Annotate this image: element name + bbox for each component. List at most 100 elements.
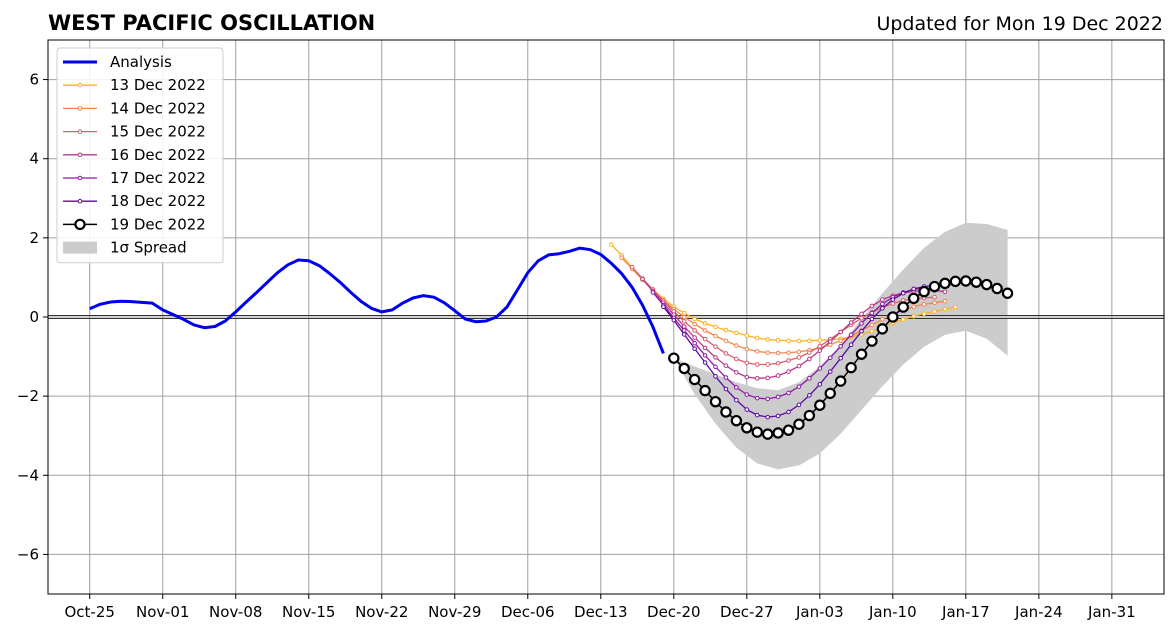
series-point (709, 395, 722, 408)
series-point (869, 322, 875, 328)
series-point (668, 352, 680, 364)
series-point (692, 321, 697, 327)
series-point (723, 375, 729, 380)
series-point (723, 338, 729, 344)
series-point (765, 414, 770, 420)
series-point (765, 362, 770, 367)
series-line (610, 244, 956, 342)
series-point (765, 396, 770, 402)
series-point (939, 277, 951, 290)
series-point (765, 337, 770, 342)
series-point (807, 350, 812, 355)
legend-series-label: 17 Dec 2022 (110, 169, 206, 187)
series-point (796, 338, 802, 344)
series-point (807, 393, 812, 398)
series-point (869, 303, 875, 309)
series-point (911, 313, 916, 319)
series-point (880, 301, 885, 307)
series-point (754, 335, 760, 341)
legend-series-label: 13 Dec 2022 (110, 76, 206, 94)
series-point (827, 355, 833, 361)
series-point (702, 328, 708, 333)
series-point (949, 275, 962, 288)
series-point (932, 309, 937, 314)
series-point (744, 374, 750, 380)
analysis-series (89, 246, 665, 354)
series-point (720, 406, 732, 418)
series-point (775, 413, 781, 419)
series-point (692, 346, 697, 351)
series-point (786, 369, 791, 374)
series-point (723, 327, 729, 333)
x-axis-ticks: Oct-25 Nov-01 Nov-08 Nov-15 Nov-22 Nov-29 Dec-… (65, 594, 1136, 621)
series-point (834, 375, 847, 387)
legend-series-marker (77, 82, 83, 88)
series-point (817, 381, 823, 387)
series-point (807, 338, 812, 344)
zero-line (48, 315, 1164, 319)
x-tick-label: Jan-17 (941, 603, 990, 621)
series-point (921, 302, 927, 307)
series-point (970, 276, 982, 288)
y-tick-label: 2 (29, 229, 39, 247)
series-point (734, 356, 739, 362)
series (608, 242, 1014, 440)
legend-analysis-label: Analysis (110, 53, 172, 71)
series-point (911, 286, 916, 292)
series-point (911, 304, 916, 310)
series-point (734, 397, 739, 403)
series-point (817, 338, 823, 343)
series-point (744, 407, 750, 412)
legend-series-label: 16 Dec 2022 (110, 146, 206, 164)
series-point (928, 280, 941, 293)
series-point (713, 333, 718, 339)
series-point (859, 311, 864, 317)
series-point (723, 386, 729, 392)
legend-series-marker (77, 152, 83, 158)
series-point (681, 319, 687, 324)
series-18-dec-2022 (661, 283, 937, 420)
chart-subtitle: Updated for Mon 19 Dec 2022 (876, 13, 1163, 35)
series-point (661, 304, 666, 310)
series-point (921, 311, 927, 317)
series-point (702, 345, 708, 351)
series-point (807, 356, 812, 362)
series-point (796, 363, 802, 369)
series-point (991, 282, 1003, 295)
series-point (817, 348, 823, 353)
x-tick-label: Nov-01 (136, 603, 189, 621)
series-point (838, 338, 843, 344)
x-tick-label: Jan-03 (795, 603, 844, 621)
series-point (692, 316, 697, 322)
series-point (786, 358, 791, 363)
x-tick-label: Dec-06 (501, 603, 555, 621)
y-tick-label: −6 (17, 545, 39, 563)
series-point (900, 317, 906, 322)
series-point (848, 332, 854, 338)
series-point (855, 348, 868, 360)
series-point (942, 289, 948, 294)
x-tick-label: Jan-24 (1014, 603, 1063, 621)
series-point (681, 332, 687, 337)
x-tick-label: Dec-27 (720, 603, 774, 621)
y-tick-label: −2 (17, 387, 39, 405)
series-point (730, 414, 743, 427)
series-point (887, 311, 899, 323)
x-tick-label: Jan-10 (868, 603, 917, 621)
series-point (702, 353, 708, 358)
x-tick-label: Nov-29 (428, 603, 481, 621)
series-point (650, 290, 656, 295)
series-point (817, 343, 823, 349)
series-point (782, 424, 795, 436)
series-point (890, 297, 896, 302)
legend-series-label: 15 Dec 2022 (110, 123, 206, 141)
x-tick-label: Jan-31 (1087, 603, 1136, 621)
series-point (786, 350, 791, 355)
series-point (744, 392, 750, 397)
legend-box (56, 47, 224, 264)
series-point (671, 317, 677, 323)
series-point (713, 324, 718, 330)
series-point (741, 422, 753, 434)
series-point (692, 335, 697, 340)
analysis-line (89, 246, 665, 354)
